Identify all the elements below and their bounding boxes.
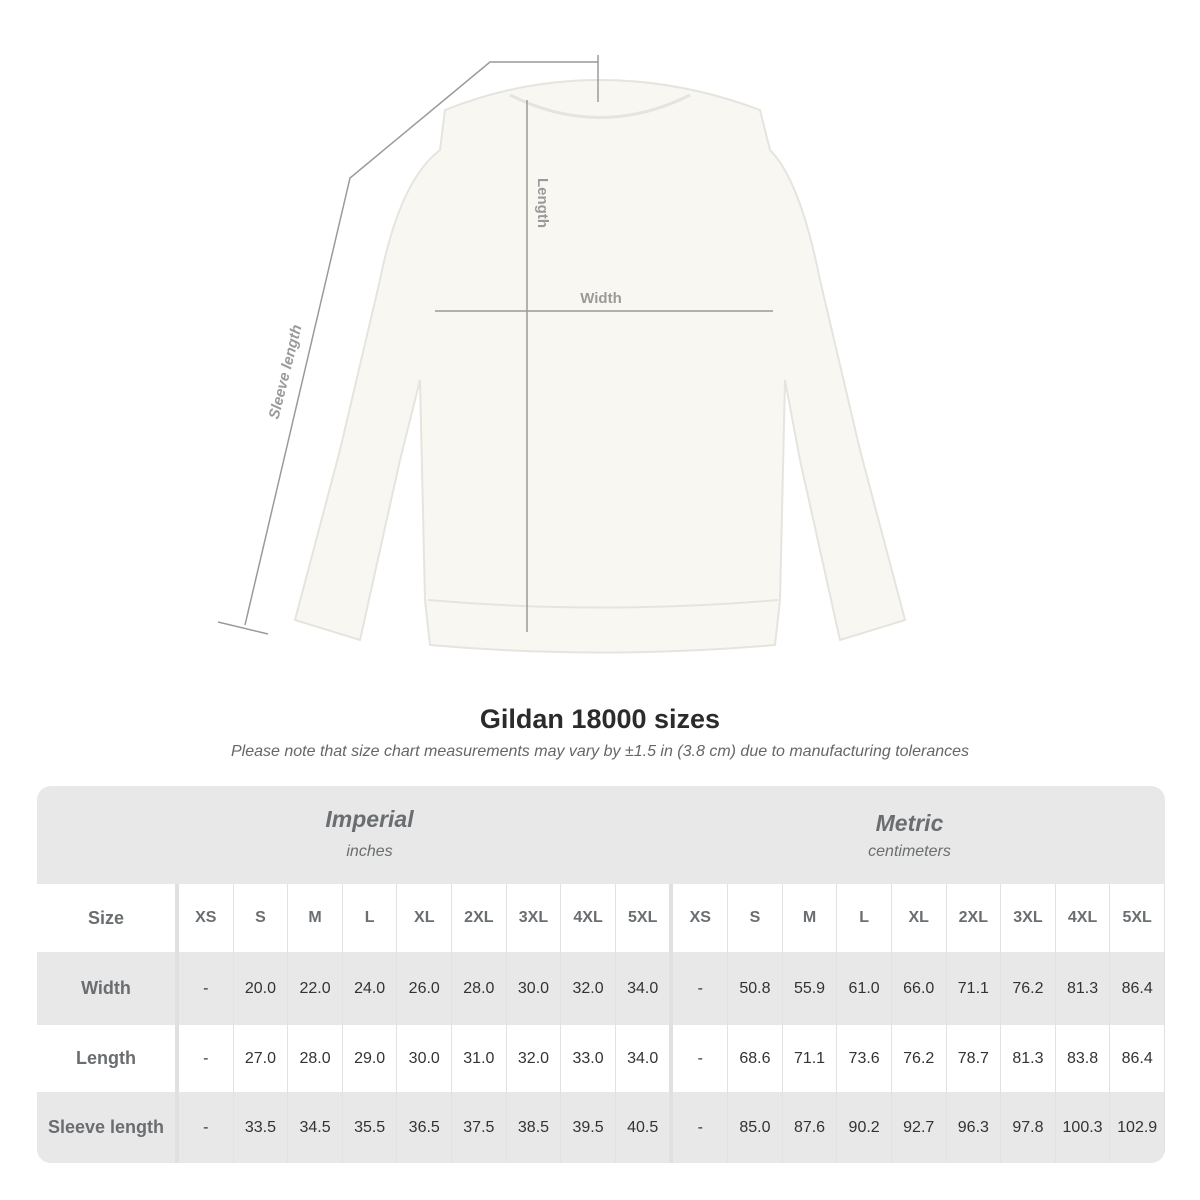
- table-row: Sleeve length -33.5 34.5 35.5 36.5 37.5 38.5 39…: [37, 1092, 1165, 1163]
- table-cell: 76.2: [1001, 952, 1056, 1025]
- size-table: Imperial inches Metric centimeters Size X…: [37, 786, 1165, 1163]
- size-header-cell: 3XL: [1001, 884, 1056, 952]
- table-cell: 22.0: [288, 952, 343, 1025]
- table-cell: 28.0: [452, 952, 507, 1025]
- table-cell: 66.0: [892, 952, 947, 1025]
- table-cell: 86.4: [1110, 1025, 1165, 1092]
- table-cell: 30.0: [397, 1025, 453, 1092]
- table-cell: 100.3: [1056, 1092, 1111, 1163]
- width-label: Width: [580, 290, 622, 307]
- table-cell: 85.0: [728, 1092, 783, 1163]
- table-cell: 68.6: [728, 1025, 783, 1092]
- size-header-cell: 4XL: [1056, 884, 1111, 952]
- table-cell: 33.5: [234, 1092, 289, 1163]
- table-cell: 33.0: [561, 1025, 616, 1092]
- imperial-header: Imperial inches: [217, 786, 522, 884]
- table-cell: 102.9: [1110, 1092, 1165, 1163]
- metric-title: Metric: [875, 810, 944, 836]
- table-cell: -: [670, 1092, 729, 1163]
- table-row: Length -27.0 28.0 29.0 30.0 31.0 32.0 33.0 34.0-…: [37, 1025, 1165, 1092]
- sweatshirt-illustration: [293, 78, 907, 654]
- size-header-cell: 5XL: [1110, 884, 1165, 952]
- row-label: Size: [37, 884, 179, 952]
- metric-header: Metric centimeters: [757, 786, 1062, 884]
- table-cell: 24.0: [343, 952, 398, 1025]
- table-cell: 90.2: [837, 1092, 892, 1163]
- table-cell: 78.7: [947, 1025, 1002, 1092]
- sleeve-length-label: Sleeve length: [266, 323, 306, 421]
- sleeve-line: [244, 61, 598, 626]
- table-cell: 71.1: [783, 1025, 838, 1092]
- table-cell: 86.4: [1110, 952, 1165, 1025]
- table-cell: 27.0: [234, 1025, 289, 1092]
- size-header-cell: 2XL: [947, 884, 1002, 952]
- table-cell: 87.6: [783, 1092, 838, 1163]
- row-label: Sleeve length: [37, 1092, 179, 1163]
- table-cell: -: [179, 952, 234, 1025]
- size-header-cell: L: [837, 884, 892, 952]
- table-cell: 61.0: [837, 952, 892, 1025]
- row-label: Width: [37, 952, 179, 1025]
- table-cell: 30.0: [507, 952, 562, 1025]
- size-header-cell: M: [288, 884, 343, 952]
- size-header-cell: 3XL: [507, 884, 562, 952]
- metric-unit: centimeters: [868, 843, 951, 860]
- table-cell: 29.0: [343, 1025, 398, 1092]
- size-header-cell: 2XL: [452, 884, 507, 952]
- table-cell: 34.0: [616, 1025, 671, 1092]
- table-cell: 81.3: [1001, 1025, 1056, 1092]
- table-cell: 55.9: [783, 952, 838, 1025]
- table-cell: 36.5: [397, 1092, 453, 1163]
- table-cell: 26.0: [397, 952, 453, 1025]
- imperial-title: Imperial: [325, 806, 414, 832]
- table-cell: 71.1: [947, 952, 1002, 1025]
- size-header-cell: XS: [670, 884, 729, 952]
- table-cell: 38.5: [507, 1092, 562, 1163]
- table-cell: 83.8: [1056, 1025, 1111, 1092]
- table-cell: 37.5: [452, 1092, 507, 1163]
- table-cell: 34.5: [288, 1092, 343, 1163]
- size-header-cell: 4XL: [561, 884, 616, 952]
- table-cell: 73.6: [837, 1025, 892, 1092]
- table-cell: 35.5: [343, 1092, 398, 1163]
- length-label: Length: [534, 178, 551, 228]
- size-header-row: Size XS S M L XL 2XL 3XL 4XL 5XL XS S M L XL 2XL 3XL 4XL 5…: [37, 884, 1165, 952]
- sweatshirt-diagram: Length Width Sleeve length: [217, 55, 907, 654]
- table-cell: 76.2: [892, 1025, 947, 1092]
- table-cell: -: [670, 952, 729, 1025]
- table-cell: 81.3: [1056, 952, 1111, 1025]
- size-header-cell: S: [728, 884, 783, 952]
- table-cell: 32.0: [561, 952, 616, 1025]
- size-header-cell: 5XL: [616, 884, 671, 952]
- table-cell: -: [179, 1092, 234, 1163]
- table-cell: -: [179, 1025, 234, 1092]
- table-cell: 40.5: [616, 1092, 671, 1163]
- size-header-cell: XL: [397, 884, 453, 952]
- table-cell: 96.3: [947, 1092, 1002, 1163]
- chart-title: Gildan 18000 sizes: [479, 704, 721, 734]
- size-header-cell: S: [234, 884, 289, 952]
- size-header-cell: XS: [179, 884, 234, 952]
- table-cell: 34.0: [616, 952, 671, 1025]
- size-header-cell: M: [783, 884, 838, 952]
- table-cell: 92.7: [892, 1092, 947, 1163]
- table-row: Width -20.0 22.0 24.0 26.0 28.0 30.0 32.0 34.0-5…: [37, 952, 1165, 1025]
- tolerance-note: Please note that size chart measurements…: [230, 743, 970, 760]
- imperial-unit: inches: [346, 843, 393, 860]
- table-cell: 50.8: [728, 952, 783, 1025]
- table-cell: 31.0: [452, 1025, 507, 1092]
- table-cell: 39.5: [561, 1092, 616, 1163]
- table-cell: 20.0: [234, 952, 289, 1025]
- table-cell: 28.0: [288, 1025, 343, 1092]
- size-header-cell: L: [343, 884, 398, 952]
- table-cell: 97.8: [1001, 1092, 1056, 1163]
- size-header-cell: XL: [892, 884, 947, 952]
- row-label: Length: [37, 1025, 179, 1092]
- table-cell: 32.0: [507, 1025, 562, 1092]
- table-cell: -: [670, 1025, 729, 1092]
